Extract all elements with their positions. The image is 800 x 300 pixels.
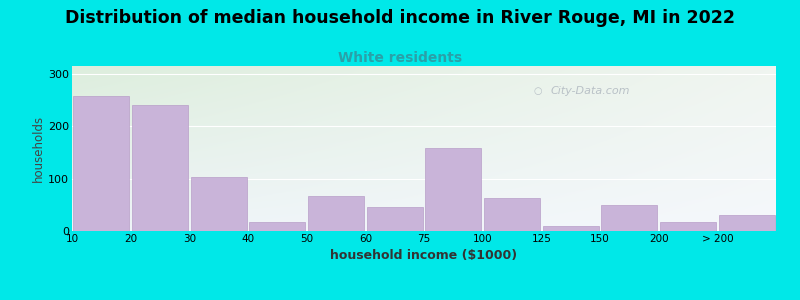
Bar [308, 196, 364, 231]
Bar [484, 198, 540, 231]
Y-axis label: households: households [32, 115, 46, 182]
Text: City-Data.com: City-Data.com [550, 86, 630, 96]
Bar [74, 96, 129, 231]
X-axis label: household income ($1000): household income ($1000) [330, 249, 518, 262]
Bar [602, 205, 658, 231]
Bar [366, 207, 422, 231]
Bar [190, 177, 246, 231]
Bar [718, 215, 774, 231]
Bar [250, 222, 305, 231]
Text: White residents: White residents [338, 51, 462, 65]
Bar [132, 105, 188, 231]
Bar [542, 226, 598, 231]
Text: ○: ○ [533, 86, 542, 96]
Text: Distribution of median household income in River Rouge, MI in 2022: Distribution of median household income … [65, 9, 735, 27]
Bar [660, 222, 716, 231]
Bar [426, 148, 482, 231]
